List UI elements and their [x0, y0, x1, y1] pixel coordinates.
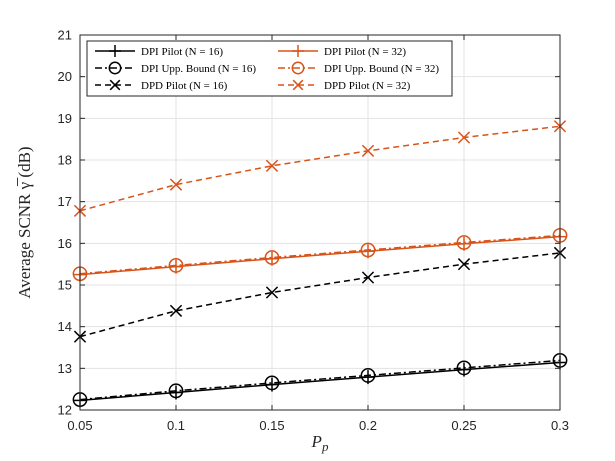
legend-label: DPD Pilot (N = 32)	[324, 80, 411, 92]
marker-circle	[264, 250, 280, 265]
marker-circle	[108, 61, 122, 75]
data-point	[456, 235, 472, 250]
data-point	[264, 250, 280, 265]
marker-circle	[456, 360, 472, 376]
legend-entry: DPI Pilot (N = 32)	[278, 45, 406, 58]
y-tick-label: 15	[58, 278, 72, 293]
legend-entry: DPD Pilot (N = 32)	[278, 79, 411, 92]
marker-x	[457, 258, 471, 271]
marker-x	[292, 79, 304, 91]
legend-label: DPD Pilot (N = 16)	[141, 80, 228, 92]
x-tick-label: 0.15	[259, 418, 284, 433]
data-point	[456, 360, 472, 376]
axes-box	[79, 34, 561, 411]
marker-circle	[360, 242, 376, 258]
plot-area	[72, 120, 568, 408]
marker-x	[169, 178, 183, 191]
x-tick-label: 0.1	[167, 418, 185, 433]
marker-circle	[360, 368, 376, 383]
y-tick-label: 19	[58, 111, 72, 126]
legend-label: DPI Pilot (N = 32)	[324, 46, 406, 58]
x-tick-label: 0.3	[551, 418, 569, 433]
data-point	[361, 271, 375, 284]
data-point	[457, 258, 471, 271]
series-line	[79, 234, 561, 275]
legend-entry: DPI Pilot (N = 16)	[95, 45, 223, 58]
marker-x	[457, 131, 471, 144]
data-point	[265, 286, 279, 299]
data-point	[264, 375, 280, 391]
legend: DPI Pilot (N = 16) DPI Upp. Bound (N = 16…	[86, 40, 453, 97]
y-axis-label: Average SCNR γ̅ (dB)	[15, 146, 34, 298]
data-point	[360, 242, 376, 258]
y-tick-label: 20	[58, 69, 72, 84]
marker-x	[361, 271, 375, 284]
marker-x	[109, 79, 121, 91]
series-line	[79, 125, 561, 212]
data-point	[361, 144, 375, 157]
marker-circle	[264, 375, 280, 391]
x-tick-label: 0.05	[67, 418, 92, 433]
data-point	[168, 258, 184, 273]
data-point	[168, 383, 184, 399]
y-tick-label: 17	[58, 194, 72, 209]
y-tick-label: 14	[58, 319, 72, 334]
marker-circle	[456, 235, 472, 250]
y-tick-label: 16	[58, 236, 72, 251]
x-axis-label: Pp	[311, 432, 329, 454]
data-point	[169, 178, 183, 191]
legend-entry: DPD Pilot (N = 16)	[95, 79, 228, 92]
data-point	[169, 304, 183, 317]
y-tick-label: 13	[58, 361, 72, 376]
legend-entry: DPI Upp. Bound (N = 32)	[278, 61, 439, 75]
y-tick-label: 12	[58, 403, 72, 418]
y-tick-label: 18	[58, 153, 72, 168]
x-tick-label: 0.25	[451, 418, 476, 433]
marker-circle	[168, 383, 184, 399]
marker-x	[265, 159, 279, 172]
series-line	[79, 235, 561, 276]
marker-x	[169, 304, 183, 317]
data-point	[265, 159, 279, 172]
series-line	[79, 252, 561, 338]
data-point	[457, 131, 471, 144]
legend-entry: DPI Upp. Bound (N = 16)	[95, 61, 256, 75]
legend-label: DPI Pilot (N = 16)	[141, 46, 223, 58]
x-tick-label: 0.2	[359, 418, 377, 433]
series	[72, 228, 568, 282]
marker-x	[361, 144, 375, 157]
plot-background	[80, 35, 560, 410]
marker-circle	[168, 258, 184, 273]
y-tick-label: 21	[58, 28, 72, 43]
series-line	[79, 359, 561, 401]
legend-label: DPI Upp. Bound (N = 16)	[141, 63, 256, 75]
marker-circle	[291, 61, 305, 75]
series-line	[79, 361, 561, 402]
marker-x	[265, 286, 279, 299]
data-point	[360, 368, 376, 383]
legend-label: DPI Upp. Bound (N = 32)	[324, 63, 439, 75]
tick-labels: 0.05 0.1 0.15 0.2 0.25 0.3 12 13 14 15 16 17 18 19 20 2…	[58, 28, 570, 434]
legend-box	[86, 40, 453, 97]
